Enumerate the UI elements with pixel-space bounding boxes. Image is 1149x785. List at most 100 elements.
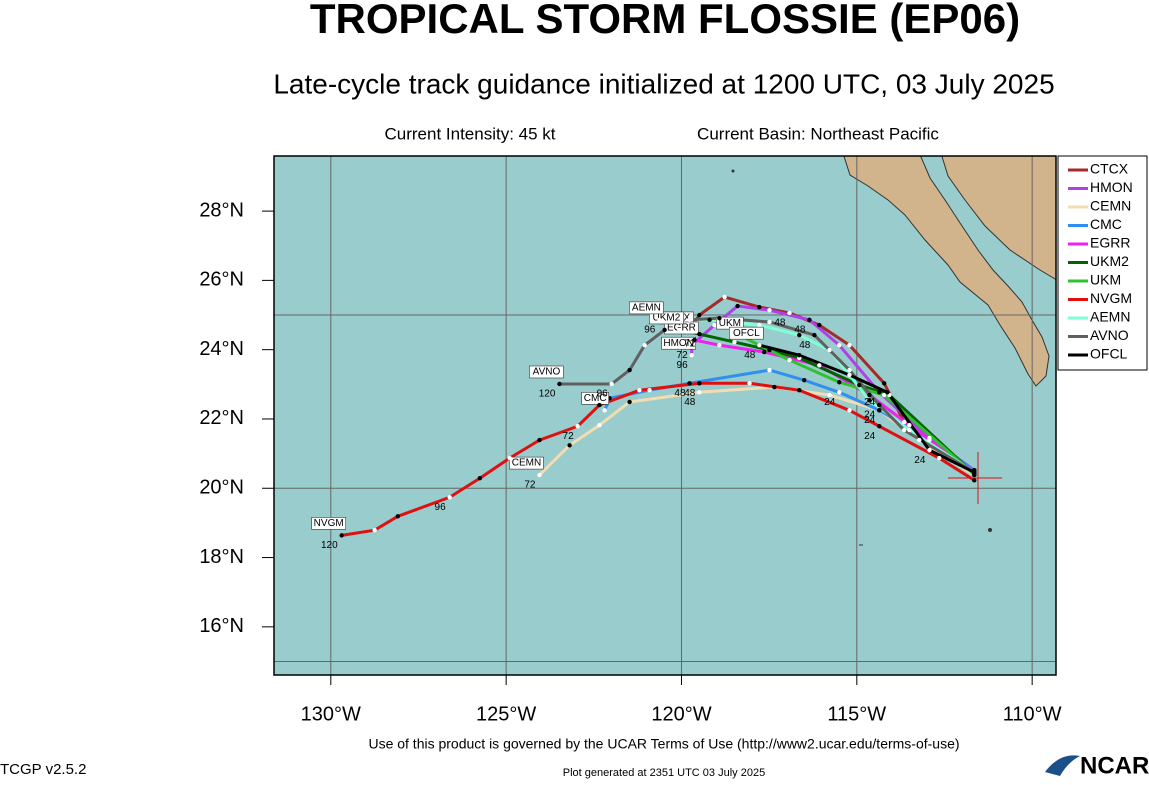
forecast-hour: 72 [563, 431, 575, 442]
track-point [847, 408, 852, 413]
track-point [972, 470, 977, 475]
x-tick-label: 125°W [476, 703, 536, 725]
forecast-hour: 72 [524, 480, 536, 491]
track-point [609, 381, 614, 387]
track [758, 343, 975, 474]
tracks: 48CTCX24487296HMON244872CEMN2448CMCEGRR7… [311, 294, 977, 551]
forecast-hour: 96 [677, 360, 689, 371]
legend-label: EGRR [1090, 235, 1130, 251]
mainland [941, 156, 1056, 281]
track-label: EGRR [667, 323, 696, 334]
track-point [787, 357, 792, 363]
track-label-box [509, 456, 544, 470]
track-label: AEMN [632, 303, 661, 314]
track-point [712, 322, 717, 328]
legend-label: CTCX [1090, 161, 1129, 177]
track-point [847, 372, 852, 378]
track-point [817, 363, 822, 368]
forecast-hour: 96 [644, 325, 656, 336]
track-point [917, 437, 922, 443]
track-label-box [629, 301, 664, 315]
forecast-hour: 24 [864, 431, 876, 442]
track-point [901, 419, 907, 425]
track-label-box [311, 517, 346, 530]
track-point [722, 294, 727, 300]
intensity: Current Intensity: 45 kt [384, 124, 555, 143]
track-point [735, 303, 740, 309]
track-label: UKM [719, 318, 741, 329]
track-point [877, 402, 882, 408]
track-point [772, 384, 777, 390]
track-point [767, 307, 772, 313]
land [731, 156, 1056, 546]
track-label: OFCL [733, 328, 760, 339]
island [988, 528, 992, 532]
track-point [927, 447, 932, 453]
track-point [747, 381, 752, 386]
y-tick-label: 20°N [199, 477, 244, 499]
forecast-hour: 48 [794, 325, 806, 336]
y-tick-label: 26°N [199, 269, 244, 291]
track-point [867, 392, 872, 398]
logo: NCAR [1080, 752, 1149, 779]
track-point [575, 424, 580, 429]
logo-mark [1045, 755, 1080, 776]
track-point [447, 495, 452, 500]
terms: Use of this product is governed by the U… [368, 736, 959, 752]
track-point [812, 332, 817, 338]
track-label: HMON [663, 338, 694, 349]
track-label: AVNO [533, 367, 561, 378]
track-point [767, 347, 772, 353]
track-point [802, 377, 807, 383]
track-point [602, 408, 607, 413]
subtitle: Late-cycle track guidance initialized at… [273, 68, 1054, 99]
ocean [274, 156, 1056, 675]
title: TROPICAL STORM FLOSSIE (EP06) [310, 0, 1020, 42]
track-point [507, 455, 512, 461]
forecast-hour: 72 [677, 350, 689, 361]
y-tick-label: 18°N [199, 546, 244, 568]
track-label: UKM2 [652, 313, 680, 324]
generated: Plot generated at 2351 UTC 03 July 2025 [563, 767, 765, 779]
track-point [627, 399, 632, 405]
legend-label: UKM2 [1090, 253, 1129, 269]
forecast-hour: 120 [539, 389, 556, 400]
track-point [662, 327, 667, 333]
track-point [537, 437, 542, 443]
track-point [757, 322, 762, 328]
track-point [827, 392, 832, 398]
track-point [837, 390, 842, 395]
x-tick-label: 115°W [827, 703, 886, 725]
track-point [837, 380, 842, 385]
track-label-box [529, 365, 564, 379]
x-tick-label: 130°W [301, 703, 361, 725]
track-point [677, 327, 682, 333]
track-label: CMC [584, 393, 607, 404]
track-point [847, 342, 852, 348]
track-point [697, 381, 702, 386]
track-point [857, 382, 862, 388]
track-point [647, 388, 652, 393]
legend-label: NVGM [1090, 290, 1132, 306]
track-point [627, 367, 632, 373]
legend-label: AEMN [1090, 309, 1130, 325]
forecast-hour: 48 [684, 397, 696, 408]
track-point [787, 310, 792, 316]
legend-entries: CTCX HMON CEMN CMC EGRR UKM2 UKM NVGM AEMN AVNO OF… [1068, 161, 1133, 362]
forecast-hour: 24 [824, 397, 836, 408]
track-point [767, 319, 772, 325]
track-label: CEMN [512, 458, 541, 469]
track-point [907, 427, 912, 433]
legend-label: UKM [1090, 272, 1121, 288]
forecast-hour: 48 [799, 340, 811, 351]
track-point [395, 514, 400, 519]
forecast-hour: 24 [864, 397, 876, 408]
track-point [717, 342, 722, 348]
track-label-box [581, 392, 609, 405]
track-point [797, 388, 802, 393]
forecast-hour: 48 [744, 350, 756, 361]
track-point [767, 367, 772, 373]
track-point [597, 423, 602, 428]
y-tick-label: 22°N [199, 407, 244, 429]
track-label: NVGM [314, 518, 344, 529]
